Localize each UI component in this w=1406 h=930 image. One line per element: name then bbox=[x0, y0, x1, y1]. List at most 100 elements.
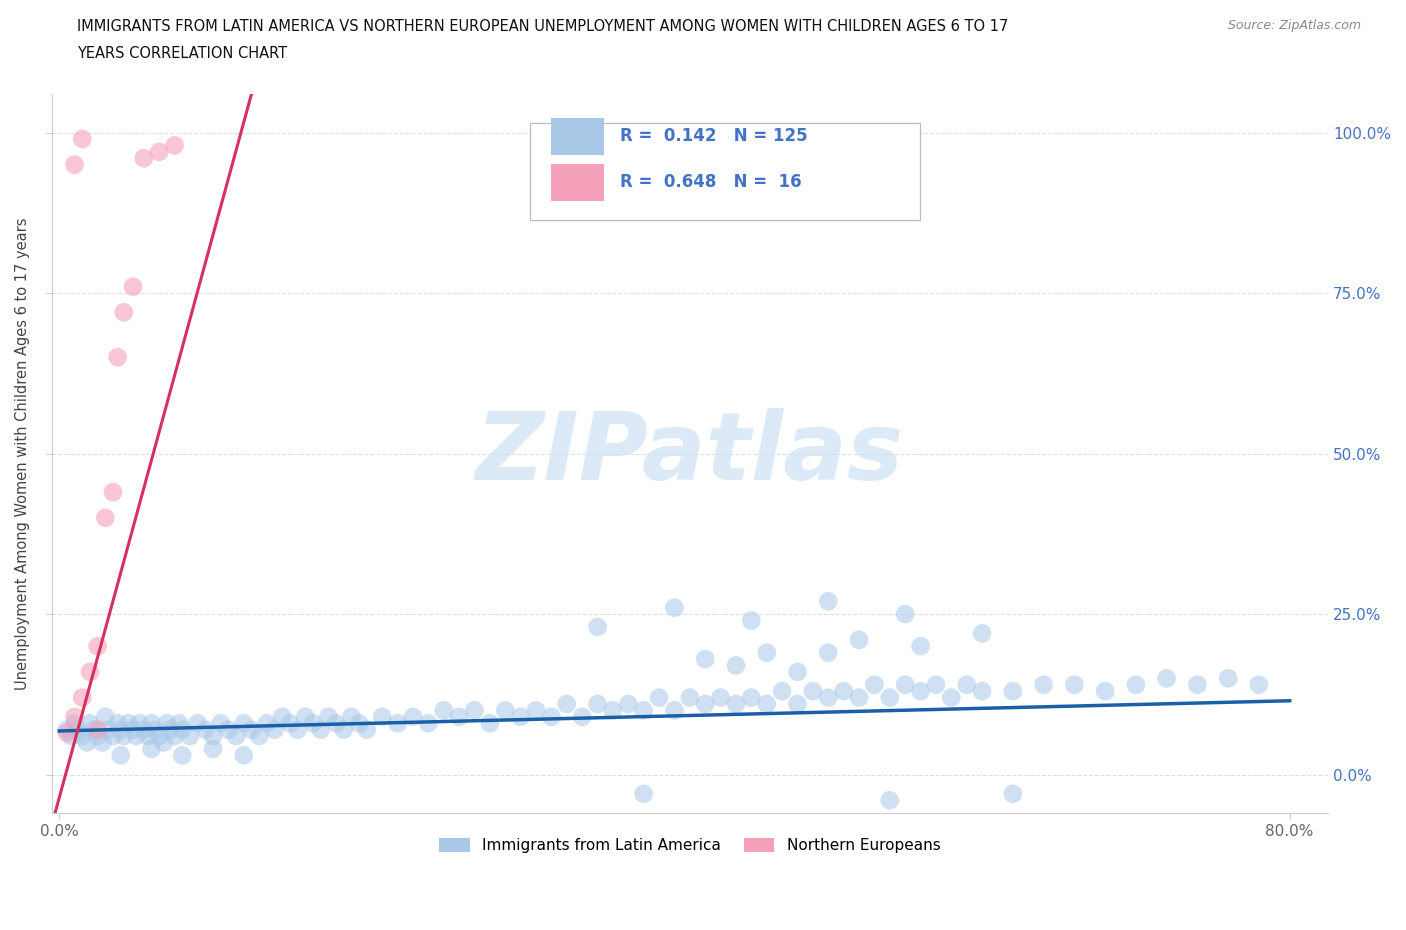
Point bbox=[172, 723, 194, 737]
Point bbox=[332, 723, 354, 737]
Point bbox=[66, 723, 89, 737]
Point bbox=[110, 723, 132, 737]
Point bbox=[848, 690, 870, 705]
Text: YEARS CORRELATION CHART: YEARS CORRELATION CHART bbox=[77, 46, 287, 61]
Point bbox=[60, 728, 83, 743]
Point bbox=[402, 710, 425, 724]
Point bbox=[910, 639, 932, 654]
Point bbox=[1094, 684, 1116, 698]
Point bbox=[863, 677, 886, 692]
Point bbox=[449, 710, 471, 724]
Point bbox=[664, 703, 686, 718]
Point bbox=[143, 723, 166, 737]
Point bbox=[138, 728, 160, 743]
Point bbox=[879, 793, 901, 808]
Point bbox=[232, 716, 254, 731]
Text: Source: ZipAtlas.com: Source: ZipAtlas.com bbox=[1227, 19, 1361, 32]
Point bbox=[586, 697, 609, 711]
Point bbox=[695, 697, 717, 711]
Point bbox=[148, 144, 170, 159]
Point bbox=[101, 485, 124, 499]
Point bbox=[97, 723, 120, 737]
Point bbox=[91, 735, 114, 750]
Point bbox=[463, 703, 485, 718]
Point bbox=[72, 728, 94, 743]
Point bbox=[1001, 787, 1024, 802]
Point bbox=[86, 728, 108, 743]
Point bbox=[271, 710, 294, 724]
Point bbox=[302, 716, 325, 731]
Point bbox=[256, 716, 278, 731]
FancyBboxPatch shape bbox=[551, 164, 605, 201]
Point bbox=[817, 690, 839, 705]
Point bbox=[63, 710, 86, 724]
Point bbox=[107, 350, 129, 365]
Point bbox=[418, 716, 440, 731]
Point bbox=[86, 723, 108, 737]
Point bbox=[232, 748, 254, 763]
Point bbox=[86, 639, 108, 654]
Point bbox=[801, 684, 824, 698]
Point bbox=[167, 716, 190, 731]
Point bbox=[56, 725, 79, 740]
Point bbox=[72, 690, 94, 705]
Point bbox=[679, 690, 702, 705]
Point bbox=[786, 664, 808, 679]
Point bbox=[128, 716, 150, 731]
Text: ZIPatlas: ZIPatlas bbox=[475, 407, 904, 499]
Point bbox=[194, 723, 217, 737]
Point bbox=[494, 703, 516, 718]
Point bbox=[309, 723, 332, 737]
Point bbox=[72, 131, 94, 146]
Point bbox=[509, 710, 531, 724]
Point bbox=[894, 606, 917, 621]
Point bbox=[894, 677, 917, 692]
Point bbox=[63, 716, 86, 731]
Point bbox=[1247, 677, 1270, 692]
Point bbox=[970, 684, 993, 698]
Point bbox=[925, 677, 948, 692]
Point bbox=[263, 723, 285, 737]
Point bbox=[240, 723, 263, 737]
Point bbox=[163, 138, 186, 153]
Point bbox=[56, 723, 79, 737]
Point bbox=[82, 723, 104, 737]
Point bbox=[247, 728, 270, 743]
Point bbox=[524, 703, 547, 718]
Point bbox=[79, 664, 101, 679]
Point bbox=[112, 305, 135, 320]
Point bbox=[740, 690, 762, 705]
Point bbox=[910, 684, 932, 698]
Point bbox=[101, 728, 124, 743]
Text: R =  0.142   N = 125: R = 0.142 N = 125 bbox=[620, 127, 807, 145]
Point bbox=[76, 735, 98, 750]
Text: R =  0.648   N =  16: R = 0.648 N = 16 bbox=[620, 174, 801, 192]
Point bbox=[879, 690, 901, 705]
Point bbox=[202, 728, 225, 743]
Point bbox=[602, 703, 624, 718]
Point bbox=[132, 723, 155, 737]
FancyBboxPatch shape bbox=[551, 118, 605, 155]
Point bbox=[122, 723, 145, 737]
Point bbox=[956, 677, 979, 692]
Legend: Immigrants from Latin America, Northern Europeans: Immigrants from Latin America, Northern … bbox=[433, 832, 946, 859]
Point bbox=[340, 710, 363, 724]
Point bbox=[710, 690, 733, 705]
Point bbox=[633, 787, 655, 802]
Point bbox=[107, 716, 129, 731]
Point bbox=[817, 594, 839, 609]
Point bbox=[387, 716, 409, 731]
Point bbox=[179, 728, 201, 743]
Point bbox=[478, 716, 501, 731]
Point bbox=[172, 748, 194, 763]
Point bbox=[225, 728, 247, 743]
Point bbox=[970, 626, 993, 641]
FancyBboxPatch shape bbox=[530, 123, 920, 219]
Point bbox=[141, 716, 163, 731]
Point bbox=[755, 697, 778, 711]
Point bbox=[664, 600, 686, 615]
Point bbox=[148, 728, 170, 743]
Point bbox=[156, 716, 179, 731]
Point bbox=[159, 723, 181, 737]
Point bbox=[848, 632, 870, 647]
